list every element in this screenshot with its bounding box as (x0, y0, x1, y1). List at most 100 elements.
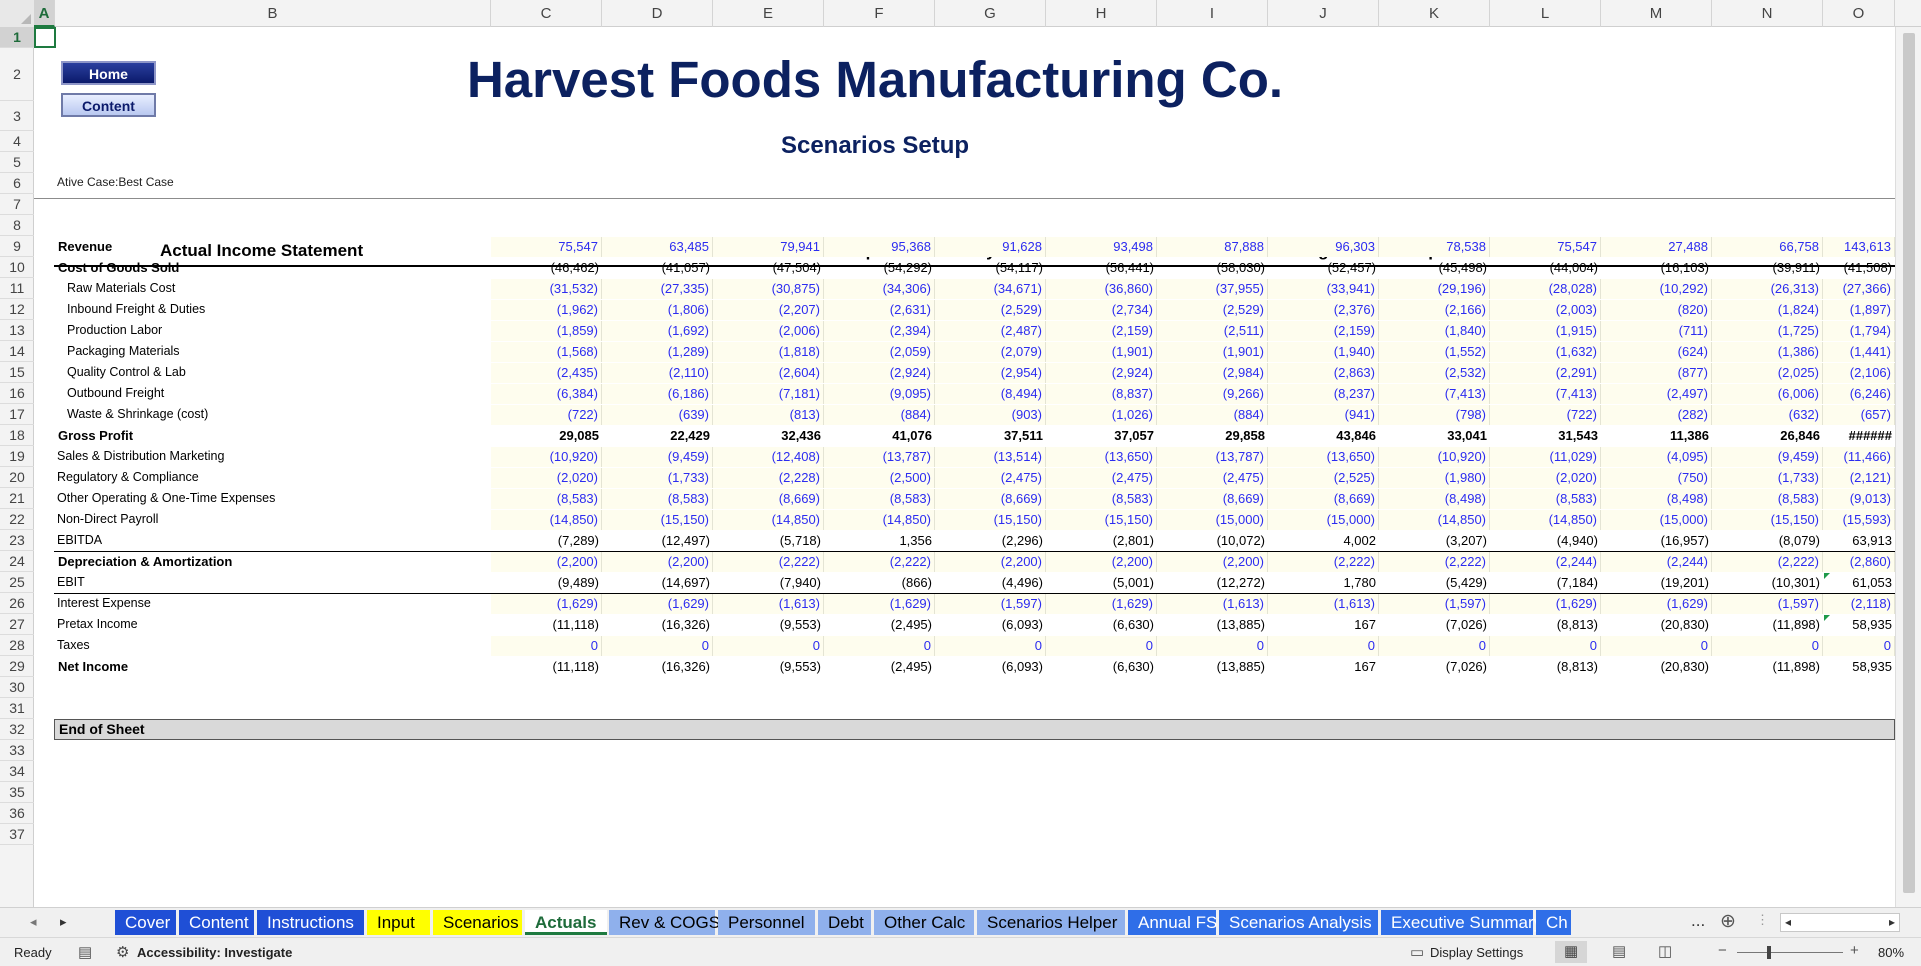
value-cell[interactable]: (1,632) (1490, 342, 1601, 362)
sheet-tab-scenarios[interactable]: Scenarios (433, 910, 523, 935)
row-header-3[interactable]: 3 (0, 101, 34, 131)
row-header-34[interactable]: 34 (0, 761, 34, 782)
value-cell[interactable]: (2,497) (1601, 384, 1712, 404)
value-cell[interactable]: 0 (1157, 636, 1268, 656)
row-header-28[interactable]: 28 (0, 635, 34, 656)
value-cell[interactable]: (1,806) (602, 300, 713, 320)
value-cell[interactable]: (7,184) (1556, 575, 1598, 590)
value-cell[interactable]: (1,629) (824, 594, 935, 614)
value-cell[interactable]: (54,292) (883, 260, 932, 275)
value-cell[interactable]: (11,466) (1823, 447, 1895, 467)
value-cell[interactable]: (2,118) (1823, 594, 1895, 614)
value-cell[interactable]: 22,429 (670, 428, 710, 443)
value-cell[interactable]: (2,435) (491, 363, 602, 383)
select-all-corner[interactable] (0, 0, 35, 27)
value-cell[interactable]: (2,020) (491, 468, 602, 488)
value-cell[interactable]: 37,057 (1114, 428, 1154, 443)
display-settings-button[interactable]: Display Settings (1430, 945, 1524, 960)
value-cell[interactable]: 91,628 (935, 237, 1046, 257)
normal-view-button[interactable]: ▦ (1555, 941, 1587, 963)
value-cell[interactable]: (6,186) (602, 384, 713, 404)
value-cell[interactable]: (2,106) (1823, 363, 1895, 383)
value-cell[interactable]: (941) (1268, 405, 1379, 425)
value-cell[interactable]: (711) (1601, 321, 1712, 341)
value-cell[interactable]: (1,441) (1823, 342, 1895, 362)
value-cell[interactable]: (1,733) (602, 468, 713, 488)
value-cell[interactable]: (58,030) (1216, 260, 1265, 275)
value-cell[interactable]: (4,496) (1001, 575, 1043, 590)
sheet-tab-executive-summary[interactable]: Executive Summary (1381, 910, 1542, 935)
value-cell[interactable]: 0 (1379, 636, 1490, 656)
value-cell[interactable]: (1,859) (491, 321, 602, 341)
value-cell[interactable]: (2,487) (935, 321, 1046, 341)
value-cell[interactable]: 61,053 (1852, 575, 1892, 590)
value-cell[interactable]: (16,957) (1660, 533, 1709, 548)
value-cell[interactable]: 0 (1601, 636, 1712, 656)
value-cell[interactable]: 95,368 (824, 237, 935, 257)
value-cell[interactable]: (8,583) (1490, 489, 1601, 509)
value-cell[interactable]: (2,200) (935, 552, 1046, 572)
column-header-b[interactable]: B (55, 0, 491, 27)
value-cell[interactable]: (1,629) (491, 594, 602, 614)
value-cell[interactable]: (8,669) (713, 489, 824, 509)
value-cell[interactable]: (2,200) (491, 552, 602, 572)
row-header-25[interactable]: 25 (0, 572, 34, 593)
value-cell[interactable]: (1,897) (1823, 300, 1895, 320)
column-header-j[interactable]: J (1268, 0, 1379, 27)
row-header-15[interactable]: 15 (0, 362, 34, 383)
value-cell[interactable]: (1,597) (935, 594, 1046, 614)
value-cell[interactable]: (15,000) (1157, 510, 1268, 530)
value-cell[interactable]: (820) (1601, 300, 1712, 320)
value-cell[interactable]: (8,237) (1268, 384, 1379, 404)
value-cell[interactable]: (16,326) (661, 659, 710, 674)
zoom-level[interactable]: 80% (1878, 945, 1905, 960)
row-header-2[interactable]: 2 (0, 48, 34, 101)
value-cell[interactable]: (8,583) (1046, 489, 1157, 509)
value-cell[interactable]: (31,532) (491, 279, 602, 299)
row-header-1[interactable]: 1 (0, 27, 34, 48)
value-cell[interactable]: (6,006) (1712, 384, 1823, 404)
value-cell[interactable]: 29,858 (1225, 428, 1265, 443)
value-cell[interactable]: (13,650) (1268, 447, 1379, 467)
value-cell[interactable]: (2,860) (1823, 552, 1895, 572)
tab-overflow[interactable]: ... (1691, 911, 1706, 930)
value-cell[interactable]: (8,669) (1268, 489, 1379, 509)
sheet-tab-instructions[interactable]: Instructions (257, 910, 365, 935)
value-cell[interactable]: (1,824) (1712, 300, 1823, 320)
value-cell[interactable]: 63,913 (1852, 533, 1892, 548)
value-cell[interactable]: 58,935 (1852, 659, 1892, 674)
value-cell[interactable]: (884) (824, 405, 935, 425)
value-cell[interactable]: (34,306) (824, 279, 935, 299)
value-cell[interactable]: 32,436 (781, 428, 821, 443)
value-cell[interactable]: (8,079) (1778, 533, 1820, 548)
value-cell[interactable]: (2,207) (713, 300, 824, 320)
value-cell[interactable]: (2,244) (1601, 552, 1712, 572)
value-cell[interactable]: (14,850) (824, 510, 935, 530)
value-cell[interactable]: (11,898) (1772, 659, 1820, 674)
value-cell[interactable]: 0 (1046, 636, 1157, 656)
value-cell[interactable]: (8,494) (935, 384, 1046, 404)
value-cell[interactable]: (6,093) (1001, 659, 1043, 674)
value-cell[interactable]: (1,980) (1379, 468, 1490, 488)
value-cell[interactable]: (12,497) (661, 533, 710, 548)
value-cell[interactable]: (8,837) (1046, 384, 1157, 404)
column-header-e[interactable]: E (713, 0, 824, 27)
value-cell[interactable]: 4,002 (1343, 533, 1376, 548)
value-cell[interactable]: (30,875) (713, 279, 824, 299)
value-cell[interactable]: (2,200) (602, 552, 713, 572)
zoom-slider-handle[interactable] (1767, 946, 1771, 959)
value-cell[interactable]: (52,457) (1327, 260, 1376, 275)
page-break-preview-icon[interactable]: ◫ (1658, 943, 1673, 960)
sheet-tab-cover[interactable]: Cover (115, 910, 177, 935)
value-cell[interactable]: (3,207) (1445, 533, 1487, 548)
value-cell[interactable]: (41,057) (661, 260, 710, 275)
value-cell[interactable]: (6,246) (1823, 384, 1895, 404)
row-header-24[interactable]: 24 (0, 551, 34, 572)
value-cell[interactable]: (2,222) (1379, 552, 1490, 572)
value-cell[interactable]: (14,850) (1490, 510, 1601, 530)
value-cell[interactable]: (47,504) (772, 260, 821, 275)
value-cell[interactable]: (1,629) (1601, 594, 1712, 614)
value-cell[interactable]: (1,386) (1712, 342, 1823, 362)
error-indicator-icon[interactable] (1824, 573, 1830, 579)
value-cell[interactable]: (1,026) (1046, 405, 1157, 425)
